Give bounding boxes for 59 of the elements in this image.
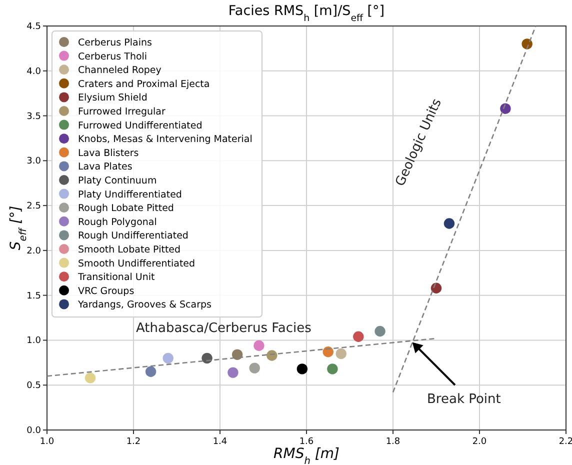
legend-label: Craters and Proximal Ejecta: [78, 78, 210, 90]
legend-label: Yardangs, Grooves & Scarps: [77, 300, 212, 311]
legend-label: VRC Groups: [78, 286, 134, 297]
point: [162, 352, 174, 364]
legend-label: Transitional Unit: [77, 272, 156, 284]
legend-label: Knobs, Mesas & Intervening Material: [78, 134, 252, 146]
legend-label: Rough Polygonal: [78, 216, 157, 228]
x-tick-label: 1.6: [299, 437, 314, 447]
point: [374, 326, 386, 337]
x-axis-title: RMS$_{h}$ [m]: [274, 446, 340, 465]
y-tick-label: 1.0: [26, 336, 42, 346]
point: [232, 349, 243, 360]
y-tick-label: 1.5: [26, 291, 41, 302]
y-tick-label: 3.0: [26, 156, 42, 167]
point: [202, 352, 212, 364]
y-tick-label: 2.0: [26, 246, 42, 256]
y-tick-label: 0.0: [26, 426, 42, 436]
annotation: Break Point: [427, 392, 501, 407]
x-tick-label: 2.0: [472, 437, 487, 447]
point: [249, 362, 260, 374]
point: [336, 348, 346, 360]
y-tick-label: 2.5: [26, 202, 41, 212]
y-tick-label: 0.5: [26, 381, 41, 392]
chart-title: Facies RMS$_{h}$ [m]/S$_{eff}$ [°]: [228, 3, 385, 24]
y-tick-label: 4.5: [26, 22, 41, 32]
point: [444, 218, 455, 229]
y-tick-label: 4.0: [26, 66, 42, 77]
legend-label: Cerberus Plains: [78, 38, 152, 48]
legend-label: Smooth Lobate Pitted: [78, 244, 181, 256]
x-tick-label: 1.4: [212, 437, 228, 447]
legend-label: Lava Plates: [78, 162, 132, 173]
point: [327, 364, 338, 374]
point: [353, 331, 364, 342]
point: [228, 367, 238, 378]
legend-label: Elysium Shield: [78, 92, 148, 104]
legend-label: Rough Lobate Pitted: [78, 203, 174, 214]
legend-label: Platy Continuum: [78, 176, 157, 186]
legend-label: Lava Blisters: [78, 148, 139, 159]
point: [266, 350, 278, 361]
legend-label: Rough Undifferentiated: [78, 230, 188, 242]
point: [84, 372, 96, 384]
x-tick-label: 1.0: [40, 437, 54, 447]
x-tick-label: 1.2: [126, 437, 141, 447]
legend-label: Smooth Undifferentiated: [78, 258, 196, 270]
legend-label: Furrowed Undifferentiated: [78, 120, 202, 132]
point: [500, 103, 511, 114]
point: [145, 366, 156, 377]
point: [430, 282, 442, 294]
x-tick-label: 2.2: [558, 437, 572, 447]
y-tick-label: 3.5: [26, 112, 41, 122]
annotation: Athabasca/Cerberus Facies: [136, 321, 312, 336]
x-tick-label: 1.8: [386, 437, 400, 447]
point: [254, 340, 264, 351]
point: [296, 364, 308, 374]
point: [322, 346, 334, 358]
legend-label: Cerberus Tholi: [78, 51, 148, 62]
legend-label: Platy Undifferentiated: [78, 189, 182, 200]
legend-label: Furrowed Irregular: [78, 106, 166, 118]
legend-label: Channeled Ropey: [78, 65, 162, 76]
